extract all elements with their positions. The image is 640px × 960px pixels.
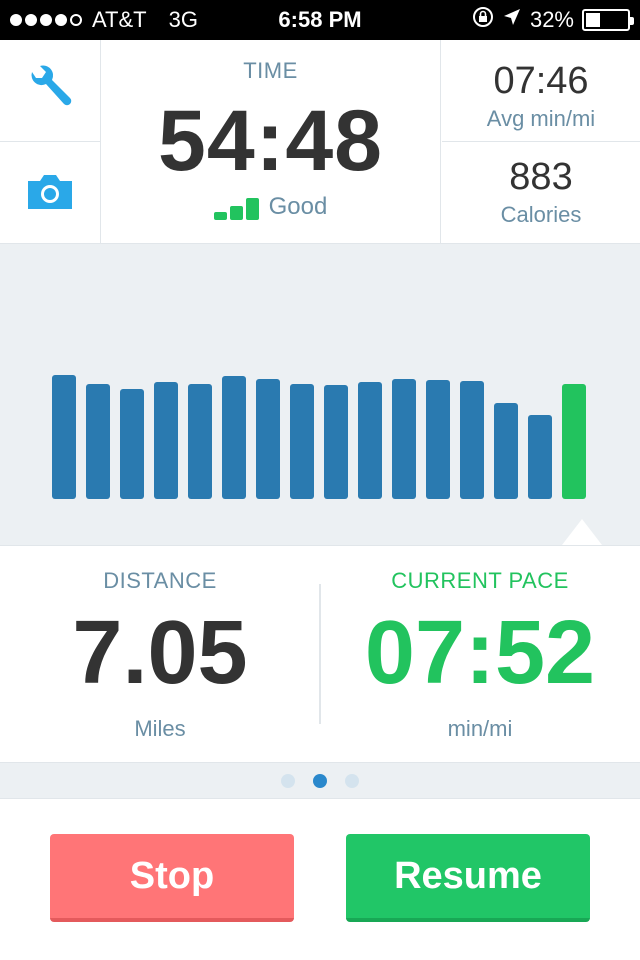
stop-button[interactable]: Stop: [50, 834, 294, 922]
signal-dot: [25, 14, 37, 26]
distance-unit: Miles: [134, 716, 186, 741]
camera-button[interactable]: [0, 142, 101, 244]
page-dot[interactable]: [345, 773, 359, 788]
gps-signal-icon: [213, 198, 259, 220]
current-pace-unit: min/mi: [447, 716, 513, 741]
chart-bar: [358, 382, 382, 499]
avg-pace-label: Avg min/mi: [486, 106, 596, 131]
distance-value: 7.05: [72, 603, 248, 703]
action-bar: Stop Resume: [0, 800, 640, 960]
status-left: AT&T 3G: [10, 0, 198, 40]
divider: [319, 584, 321, 724]
signal-dot: [40, 14, 52, 26]
battery-percent: 32%: [529, 7, 574, 32]
gps-signal-label: Good: [268, 193, 328, 220]
rotation-lock-icon: [472, 6, 494, 34]
location-arrow-icon: [502, 7, 522, 33]
elapsed-time: 54:48: [158, 93, 383, 189]
signal-dots: [10, 14, 82, 26]
calories-cell: 883 Calories: [442, 142, 640, 244]
status-time: 6:58 PM: [278, 7, 362, 32]
signal-dot: [10, 14, 22, 26]
chart-bar: [86, 384, 110, 499]
gps-signal: Good: [101, 194, 440, 220]
avg-pace-value: 07:46: [493, 60, 589, 102]
network-type: 3G: [168, 7, 198, 32]
page-indicator[interactable]: [0, 762, 640, 799]
chart-bar: [188, 384, 212, 499]
calories-value: 883: [509, 156, 573, 198]
time-cell: TIME 54:48 Good: [101, 40, 441, 244]
current-pace-label: CURRENT PACE: [391, 568, 569, 593]
bottom-stats: DISTANCE 7.05 Miles CURRENT PACE 07:52 m…: [0, 545, 640, 762]
pace-chart[interactable]: [0, 244, 640, 545]
chart-bar: [494, 403, 518, 499]
distance-panel: DISTANCE 7.05 Miles: [0, 546, 320, 763]
distance-label: DISTANCE: [103, 568, 217, 593]
camera-icon: [26, 171, 74, 216]
chart-bar: [460, 381, 484, 499]
resume-button[interactable]: Resume: [346, 834, 590, 922]
chart-pointer: [562, 519, 602, 545]
chart-bar: [120, 389, 144, 499]
chart-bar: [290, 384, 314, 499]
chart-bar: [256, 379, 280, 499]
top-panel: TIME 54:48 Good 07:46 Avg min/mi 883 Cal…: [0, 40, 640, 244]
signal-dot: [70, 14, 82, 26]
chart-bar: [52, 375, 76, 499]
page-dot[interactable]: [281, 773, 295, 788]
carrier-name: AT&T: [92, 7, 147, 32]
signal-dot: [55, 14, 67, 26]
chart-bar: [154, 382, 178, 499]
calories-label: Calories: [500, 202, 582, 227]
chart-bar: [222, 376, 246, 499]
time-label: TIME: [243, 58, 298, 83]
chart-bar: [528, 415, 552, 499]
chart-bar: [392, 379, 416, 499]
page-dot[interactable]: [313, 773, 327, 788]
chart-bar: [426, 380, 450, 499]
settings-button[interactable]: [0, 40, 101, 142]
chart-bar: [324, 385, 348, 499]
chart-bar-current: [562, 384, 586, 499]
avg-pace-cell: 07:46 Avg min/mi: [442, 40, 640, 142]
current-pace-value: 07:52: [364, 603, 596, 703]
wrench-icon: [24, 62, 76, 119]
status-right: 32%: [472, 0, 634, 40]
battery-icon: [582, 9, 634, 31]
pace-chart-svg: [52, 375, 586, 499]
current-pace-panel: CURRENT PACE 07:52 min/mi: [320, 546, 640, 763]
status-bar: AT&T 3G 6:58 PM 32%: [0, 0, 640, 40]
